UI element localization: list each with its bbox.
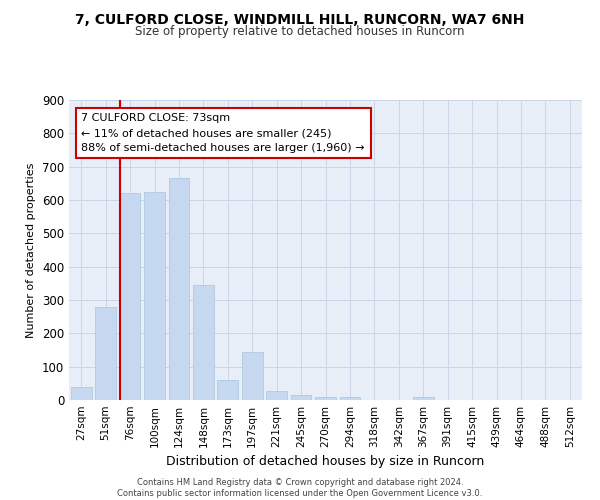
Text: 7 CULFORD CLOSE: 73sqm
← 11% of detached houses are smaller (245)
88% of semi-de: 7 CULFORD CLOSE: 73sqm ← 11% of detached… [82,114,365,153]
Bar [315,396,336,400]
Bar [242,352,263,400]
Y-axis label: Number of detached properties: Number of detached properties [26,162,37,338]
Text: 7, CULFORD CLOSE, WINDMILL HILL, RUNCORN, WA7 6NH: 7, CULFORD CLOSE, WINDMILL HILL, RUNCORN… [76,12,524,26]
Bar [193,285,214,400]
Bar [144,192,165,400]
Bar [95,306,116,400]
Bar [217,380,238,400]
Bar [169,178,190,400]
Bar [340,396,361,400]
Text: Size of property relative to detached houses in Runcorn: Size of property relative to detached ho… [135,25,465,38]
Bar [290,396,311,400]
Bar [413,398,434,400]
Bar [71,386,92,400]
Bar [266,390,287,400]
Text: Contains HM Land Registry data © Crown copyright and database right 2024.
Contai: Contains HM Land Registry data © Crown c… [118,478,482,498]
Bar [119,194,140,400]
X-axis label: Distribution of detached houses by size in Runcorn: Distribution of detached houses by size … [166,456,485,468]
